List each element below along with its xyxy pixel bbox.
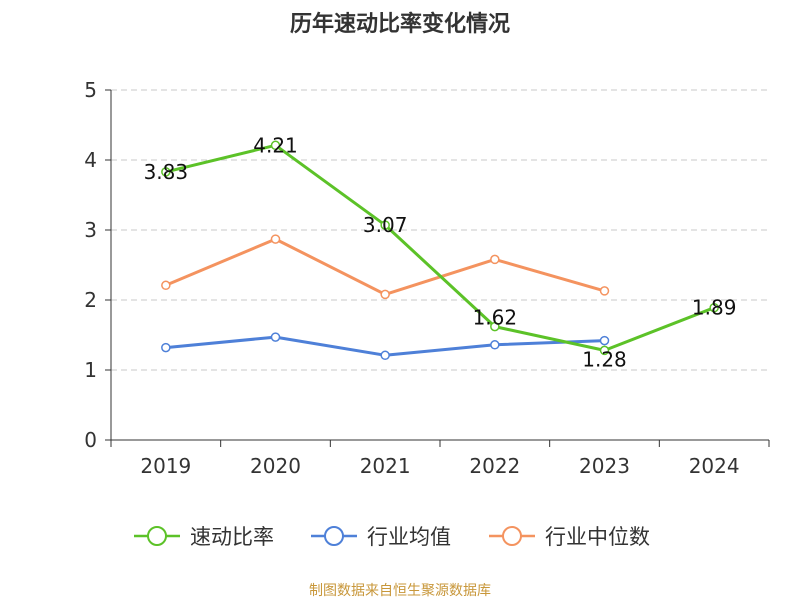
chart-title: 历年速动比率变化情况 — [289, 12, 510, 37]
x-tick-label: 2023 — [579, 454, 630, 478]
data-point — [380, 350, 390, 361]
x-tick-label: 2021 — [360, 454, 411, 478]
data-point — [380, 220, 390, 230]
x-tick-label: 2019 — [140, 454, 191, 478]
legend-label: 行业均值 — [367, 525, 451, 549]
data-point — [599, 335, 610, 346]
y-tick-label: 4 — [84, 148, 97, 172]
legend-swatch-marker — [324, 526, 344, 546]
y-tick-label: 0 — [84, 428, 97, 452]
data-label: 3.83 — [144, 160, 189, 184]
data-point — [161, 167, 171, 177]
data-label: 4.21 — [253, 133, 298, 157]
data-point — [490, 321, 500, 332]
legend-label: 速动比率 — [190, 525, 274, 549]
data-point — [599, 286, 610, 296]
data-label: 3.07 — [363, 213, 408, 237]
x-tick-label: 2022 — [469, 454, 520, 478]
data-point — [161, 342, 171, 353]
source-note: 制图数据来自恒生聚源数据库 — [309, 583, 491, 599]
data-point — [161, 280, 171, 291]
data-point — [270, 140, 281, 151]
series-line — [165, 143, 715, 352]
y-tick-label: 5 — [84, 78, 97, 102]
legend-swatch-marker — [147, 526, 167, 546]
data-point — [270, 234, 281, 244]
data-point — [270, 332, 281, 342]
data-point — [490, 340, 500, 350]
x-tick-label: 2024 — [689, 454, 740, 478]
data-label: 1.62 — [473, 306, 518, 330]
y-tick-label: 1 — [84, 358, 97, 382]
y-tick-label: 2 — [84, 288, 97, 312]
series-line — [165, 237, 605, 296]
data-point — [709, 302, 719, 313]
y-tick-label: 3 — [84, 218, 97, 242]
data-point — [490, 254, 500, 265]
x-tick-label: 2020 — [250, 454, 301, 478]
data-label: 1.28 — [582, 347, 627, 371]
data-point — [380, 289, 390, 300]
legend-swatch-marker — [502, 526, 522, 546]
data-point — [599, 345, 610, 356]
data-label: 1.89 — [692, 296, 737, 320]
legend-label: 行业中位数 — [545, 525, 650, 549]
